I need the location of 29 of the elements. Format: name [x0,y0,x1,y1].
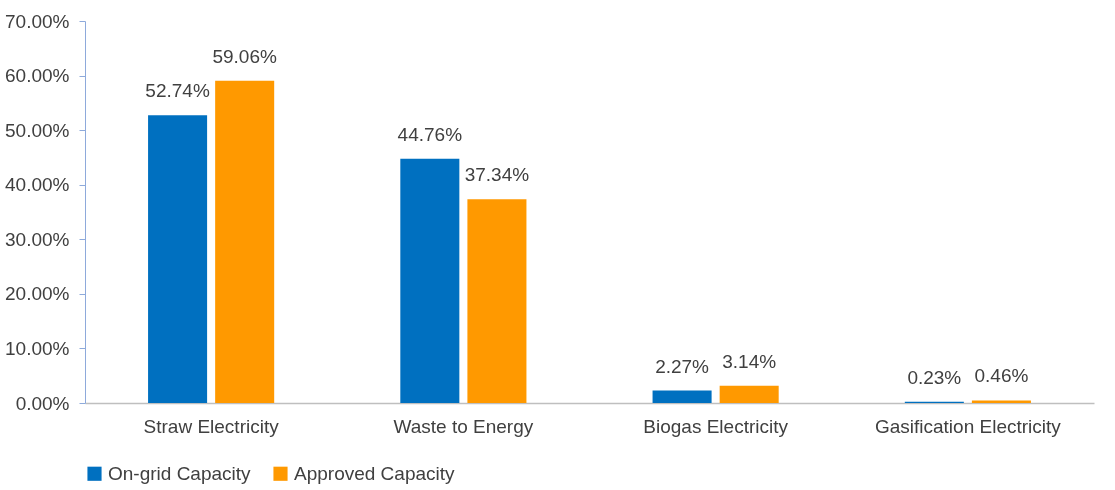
y-tick-label: 30.00% [5,228,70,250]
bar [719,385,779,403]
x-tick-label: Straw Electricity [143,415,280,437]
y-tick-label: 40.00% [5,174,70,196]
bar [652,390,712,403]
legend-label: On-grid Capacity [108,462,252,484]
data-label: 44.76% [397,123,463,145]
bar [148,115,208,403]
x-tick-label: Biogas Electricity [643,415,789,437]
data-label: 2.27% [655,355,710,377]
data-label: 59.06% [212,45,277,67]
data-label: 52.74% [145,80,210,102]
data-label: 3.14% [722,350,777,372]
bar [400,158,460,403]
y-tick-label: 20.00% [5,283,70,305]
y-tick-label: 70.00% [5,10,70,32]
y-tick-label: 0.00% [15,392,70,414]
bar [215,80,275,403]
y-tick-label: 60.00% [5,65,70,87]
x-tick-label: Waste to Energy [393,415,534,437]
y-tick-label: 10.00% [5,337,70,359]
data-label: 0.23% [907,366,962,388]
bar [971,400,1031,403]
x-tick-label: Gasification Electricity [874,415,1062,437]
legend-label: Approved Capacity [294,462,456,484]
data-label: 37.34% [464,164,530,186]
bar [467,199,527,403]
y-tick-label: 50.00% [5,119,70,141]
data-label: 0.46% [974,365,1029,387]
